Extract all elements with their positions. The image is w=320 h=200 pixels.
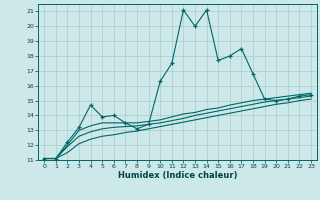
X-axis label: Humidex (Indice chaleur): Humidex (Indice chaleur) xyxy=(118,171,237,180)
